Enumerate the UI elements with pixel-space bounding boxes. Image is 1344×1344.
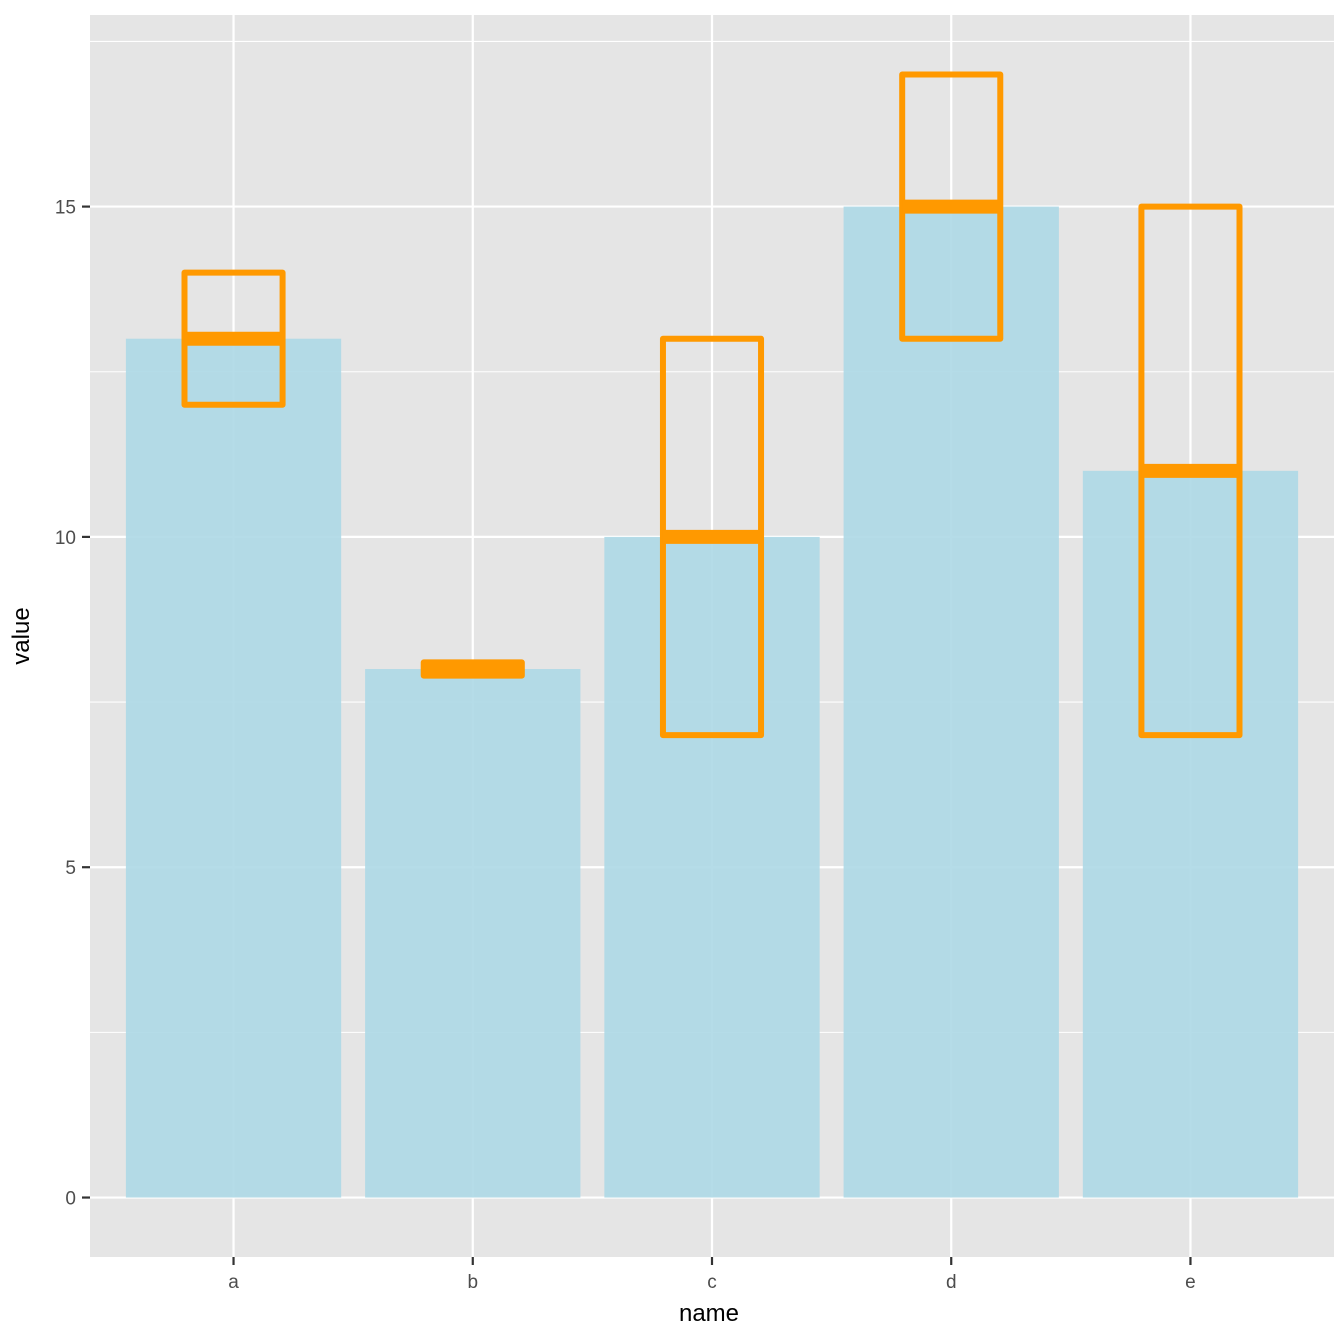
crossbars [181,71,1243,739]
bar-c [604,536,820,1198]
y-tick-label: 15 [55,198,76,219]
y-tick-label: 10 [55,528,76,549]
x-axis-title: name [679,1300,739,1327]
bar-d [843,206,1059,1198]
x-tick-label: a [228,1272,239,1293]
y-tick-label: 0 [65,1189,76,1210]
bar-e [1082,470,1299,1198]
bar-b [365,669,581,1198]
x-tick-label: d [946,1272,957,1293]
y-tick-label: 5 [65,858,76,879]
x-tick-label: b [467,1272,478,1293]
x-axis: a b c d e [228,1257,1196,1293]
x-tick-label: c [707,1272,717,1293]
y-axis-title: value [8,607,35,664]
bars [125,206,1299,1198]
y-axis: 0 5 10 15 [55,198,90,1210]
x-tick-label: e [1185,1272,1196,1293]
bar-a [125,338,342,1198]
